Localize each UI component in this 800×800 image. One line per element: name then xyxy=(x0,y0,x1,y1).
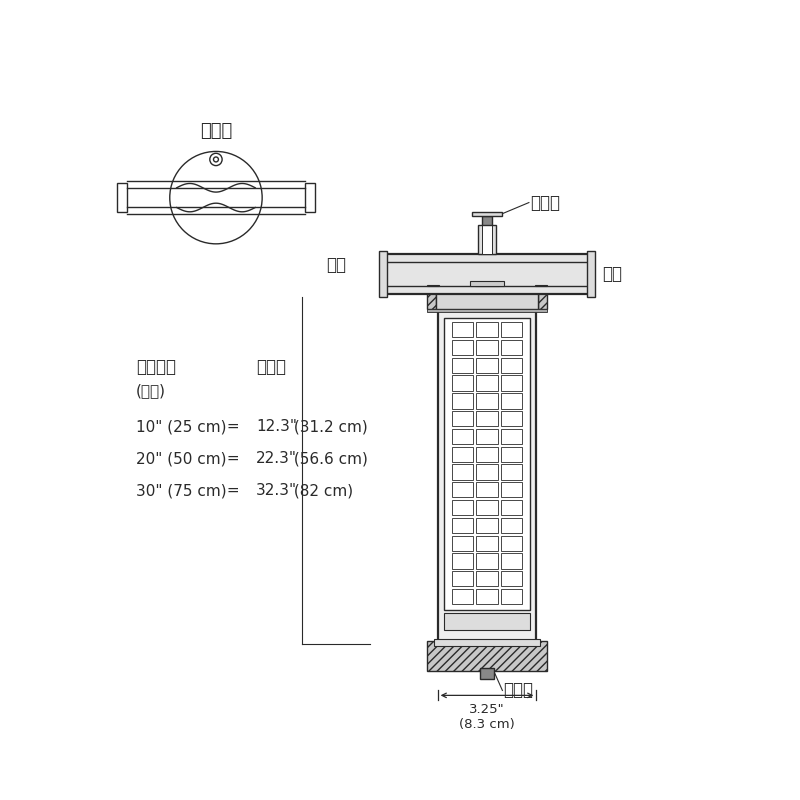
Bar xyxy=(480,668,494,679)
Bar xyxy=(501,554,522,569)
Bar xyxy=(538,285,547,309)
Text: 顶视图: 顶视图 xyxy=(200,122,232,140)
Text: (31.2 cm): (31.2 cm) xyxy=(289,419,367,434)
Bar xyxy=(476,518,498,533)
Bar xyxy=(535,285,547,286)
Text: 10" (25 cm): 10" (25 cm) xyxy=(136,419,226,434)
Text: =: = xyxy=(222,451,245,466)
Text: 22.3": 22.3" xyxy=(256,451,297,466)
Bar xyxy=(501,340,522,355)
Text: 入口: 入口 xyxy=(602,265,622,283)
Bar xyxy=(482,216,492,225)
Bar xyxy=(478,225,496,254)
Text: 30" (75 cm): 30" (75 cm) xyxy=(136,483,226,498)
Bar xyxy=(451,554,473,569)
Bar xyxy=(501,322,522,338)
Bar xyxy=(476,482,498,498)
Bar xyxy=(379,251,386,297)
Bar xyxy=(501,571,522,586)
Bar xyxy=(451,589,473,604)
Bar xyxy=(426,641,547,670)
Bar xyxy=(476,375,498,390)
Bar xyxy=(451,358,473,373)
Bar xyxy=(117,183,126,213)
Bar xyxy=(386,254,587,294)
Bar xyxy=(476,464,498,480)
Bar xyxy=(476,554,498,569)
Bar xyxy=(451,375,473,390)
Text: 总尺寸: 总尺寸 xyxy=(256,358,286,376)
Bar xyxy=(476,446,498,462)
Bar xyxy=(426,309,547,311)
Bar xyxy=(501,411,522,426)
Text: =: = xyxy=(222,483,245,498)
Bar xyxy=(476,429,498,444)
Bar xyxy=(501,535,522,551)
Bar xyxy=(472,212,502,216)
Bar xyxy=(437,285,538,309)
Text: 3.25"
(8.3 cm): 3.25" (8.3 cm) xyxy=(459,702,515,730)
Bar xyxy=(451,411,473,426)
Text: 32.3": 32.3" xyxy=(256,483,297,498)
Bar xyxy=(451,394,473,409)
Text: (82 cm): (82 cm) xyxy=(289,483,353,498)
Bar xyxy=(482,225,492,254)
Bar xyxy=(501,482,522,498)
Text: 墨盒长度: 墨盒长度 xyxy=(136,358,176,376)
Bar xyxy=(476,589,498,604)
Bar xyxy=(501,500,522,515)
Bar xyxy=(501,446,522,462)
Bar xyxy=(451,446,473,462)
Bar xyxy=(451,482,473,498)
Bar xyxy=(476,500,498,515)
Bar xyxy=(306,183,315,213)
Bar xyxy=(501,589,522,604)
Text: 退出: 退出 xyxy=(326,256,346,274)
Bar xyxy=(451,340,473,355)
Text: (标称): (标称) xyxy=(136,383,166,398)
Bar xyxy=(451,464,473,480)
Text: 20" (50 cm): 20" (50 cm) xyxy=(136,451,226,466)
Bar xyxy=(476,535,498,551)
Bar xyxy=(476,322,498,338)
Bar xyxy=(451,429,473,444)
Bar xyxy=(476,411,498,426)
Bar xyxy=(474,285,499,286)
Bar xyxy=(451,571,473,586)
Bar xyxy=(451,322,473,338)
Bar xyxy=(426,285,439,286)
Text: 12.3": 12.3" xyxy=(256,419,297,434)
Text: =: = xyxy=(222,419,245,434)
Text: 通风口: 通风口 xyxy=(530,194,560,211)
Bar xyxy=(501,464,522,480)
Bar xyxy=(451,500,473,515)
Bar xyxy=(451,535,473,551)
Bar xyxy=(470,282,504,286)
Bar xyxy=(444,613,530,630)
Bar xyxy=(476,394,498,409)
Bar xyxy=(501,358,522,373)
Bar xyxy=(434,638,540,646)
Bar xyxy=(587,251,595,297)
Bar xyxy=(476,340,498,355)
Bar xyxy=(501,518,522,533)
Bar xyxy=(501,394,522,409)
Text: 排水口: 排水口 xyxy=(504,682,534,699)
Bar xyxy=(501,375,522,390)
Text: (56.6 cm): (56.6 cm) xyxy=(289,451,367,466)
Bar xyxy=(444,318,530,610)
Bar xyxy=(451,518,473,533)
Bar xyxy=(438,309,536,641)
Bar xyxy=(426,285,437,309)
Bar xyxy=(501,429,522,444)
Bar xyxy=(476,571,498,586)
Bar xyxy=(476,358,498,373)
